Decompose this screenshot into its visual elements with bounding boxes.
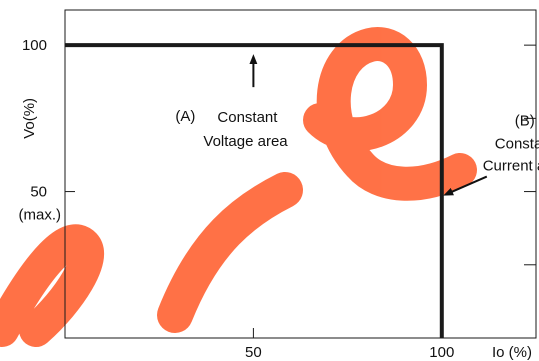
annotation-a-line-2: Voltage area — [203, 133, 288, 150]
annotation-b-line-1: Constant — [495, 136, 539, 153]
y-tick-note: (max.) — [19, 207, 62, 224]
characteristic-line — [65, 43, 444, 338]
y-tick-label-1: 50 — [30, 184, 47, 201]
x-axis-label: Io (%) — [492, 344, 532, 361]
watermark-stroke-p — [0, 224, 104, 347]
annotation-b-line-2: Current area — [483, 158, 539, 175]
right-axis-ticks — [524, 44, 536, 266]
annotation-a-marker: (A) — [175, 108, 195, 125]
x-tick-label-0: 50 — [245, 344, 262, 361]
y-tick-label-0: 100 — [22, 37, 47, 54]
plot-frame — [64, 9, 537, 339]
watermark-stroke-r — [157, 172, 303, 333]
y-axis-label: Vo(%) — [21, 98, 38, 139]
x-tick-label-1: 100 — [429, 344, 454, 361]
annotation-b-arrow — [443, 175, 488, 196]
annotation-a-line-1: Constant — [217, 109, 278, 126]
annotation-b-marker: (B) — [515, 113, 535, 130]
watermark-stroke-e — [303, 27, 477, 201]
y-axis-ticks: 100 50 — [22, 37, 75, 201]
x-axis-ticks: 50 100 — [245, 328, 454, 361]
watermark-logo — [0, 27, 477, 347]
